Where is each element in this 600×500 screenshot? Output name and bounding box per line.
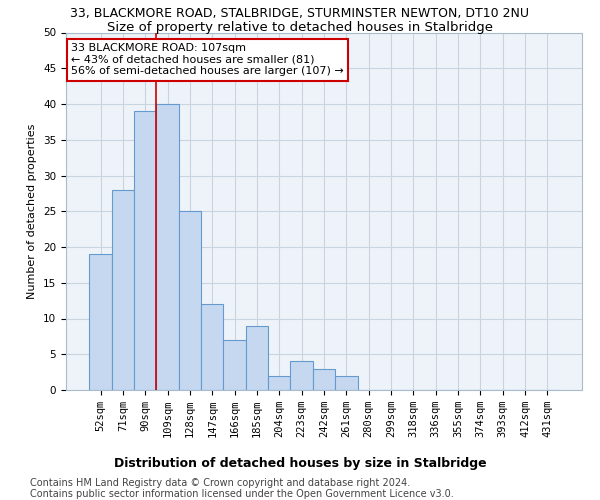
Bar — [134, 111, 157, 390]
Bar — [112, 190, 134, 390]
Text: Distribution of detached houses by size in Stalbridge: Distribution of detached houses by size … — [113, 458, 487, 470]
Bar — [246, 326, 268, 390]
Text: Contains HM Land Registry data © Crown copyright and database right 2024.: Contains HM Land Registry data © Crown c… — [30, 478, 410, 488]
Text: Contains public sector information licensed under the Open Government Licence v3: Contains public sector information licen… — [30, 489, 454, 499]
Bar — [179, 211, 201, 390]
Bar — [201, 304, 223, 390]
Bar — [268, 376, 290, 390]
Bar — [290, 362, 313, 390]
Bar — [313, 368, 335, 390]
Bar — [89, 254, 112, 390]
Text: 33, BLACKMORE ROAD, STALBRIDGE, STURMINSTER NEWTON, DT10 2NU: 33, BLACKMORE ROAD, STALBRIDGE, STURMINS… — [71, 8, 530, 20]
Bar — [335, 376, 358, 390]
Bar — [157, 104, 179, 390]
Text: Size of property relative to detached houses in Stalbridge: Size of property relative to detached ho… — [107, 21, 493, 34]
Bar — [223, 340, 246, 390]
Y-axis label: Number of detached properties: Number of detached properties — [28, 124, 37, 299]
Text: 33 BLACKMORE ROAD: 107sqm
← 43% of detached houses are smaller (81)
56% of semi-: 33 BLACKMORE ROAD: 107sqm ← 43% of detac… — [71, 43, 344, 76]
